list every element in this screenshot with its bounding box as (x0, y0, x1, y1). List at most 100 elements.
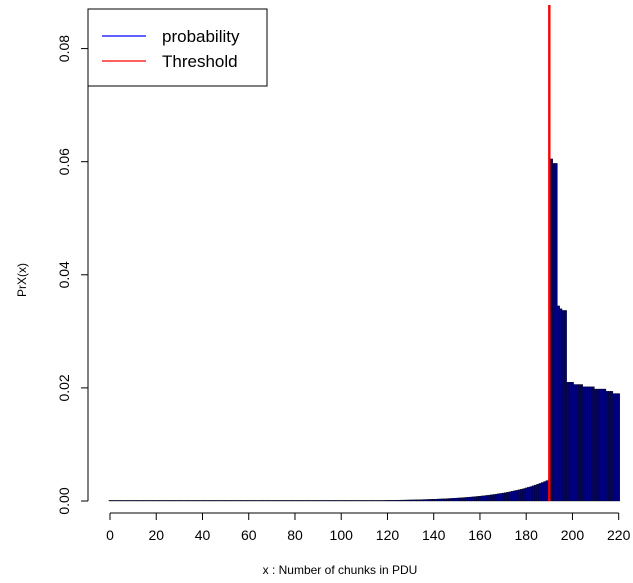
bar (173, 500, 177, 502)
bar (254, 500, 257, 502)
bar (353, 500, 357, 502)
bar (161, 500, 165, 502)
legend: probability Threshold (87, 8, 268, 87)
bar (108, 500, 112, 502)
x-tick-label: 160 (468, 527, 492, 543)
bar (615, 393, 618, 502)
bar (252, 500, 255, 502)
bar (430, 499, 433, 502)
bar (113, 500, 116, 502)
bar (152, 500, 156, 502)
bar (406, 499, 410, 502)
bar (321, 500, 325, 502)
bar (483, 495, 486, 502)
bar (485, 495, 489, 502)
bar (115, 500, 119, 502)
bar (127, 500, 130, 502)
bar (400, 499, 403, 502)
y-axis-title: PrX(x) (15, 263, 29, 297)
bar (441, 498, 445, 502)
bar (187, 500, 190, 502)
bar (531, 485, 535, 502)
bar (205, 500, 209, 502)
bar (175, 500, 179, 502)
bar (416, 499, 419, 502)
bar (524, 487, 528, 502)
bar (501, 492, 505, 502)
bar (228, 500, 232, 502)
bar (295, 500, 299, 502)
bar (178, 500, 181, 502)
bar (342, 500, 345, 502)
bar (129, 500, 133, 502)
y-tick-label: 0.06 (56, 148, 72, 175)
bar (527, 487, 530, 502)
bar (464, 497, 468, 502)
bar (427, 499, 431, 502)
bar (279, 500, 283, 502)
bar (612, 393, 616, 502)
bar (596, 388, 600, 502)
bar (541, 482, 544, 502)
bar (467, 497, 470, 502)
bar (374, 500, 378, 502)
bar (164, 500, 167, 502)
bar (180, 500, 184, 502)
bar (469, 496, 473, 502)
bar (136, 500, 140, 502)
bar (534, 484, 537, 502)
bar (215, 500, 218, 502)
y-tick-label: 0.00 (56, 487, 72, 514)
bar (300, 500, 304, 502)
bar (208, 500, 211, 502)
bar (568, 382, 572, 502)
bar (594, 388, 597, 502)
bar (564, 310, 567, 502)
bar (529, 486, 533, 502)
bar (381, 500, 385, 502)
bar (245, 500, 248, 502)
bar (605, 391, 609, 502)
bar (369, 500, 373, 502)
bar (413, 499, 417, 502)
bar (224, 500, 227, 502)
bars-layer (108, 158, 621, 502)
bar (460, 497, 463, 502)
bar (617, 393, 621, 502)
bar (418, 499, 422, 502)
bar (349, 500, 352, 502)
bar (476, 496, 479, 502)
x-axis: 0 20 40 60 80 100 120 140 160 180 200 220 (106, 512, 631, 543)
bar (159, 500, 163, 502)
bar (261, 500, 264, 502)
bar (154, 500, 158, 502)
legend-label-threshold: Threshold (162, 52, 238, 71)
bar (344, 500, 348, 502)
x-tick-label: 60 (241, 527, 257, 543)
bar (492, 494, 496, 502)
bar (393, 500, 396, 502)
bar (198, 500, 202, 502)
x-axis-title: x : Number of chunks in PDU (263, 563, 418, 577)
bar (284, 500, 288, 502)
bar (367, 500, 371, 502)
bar (397, 499, 401, 502)
bar (566, 382, 570, 502)
bar (323, 500, 327, 502)
bar (573, 384, 577, 502)
bar (571, 382, 574, 502)
bar (383, 500, 387, 502)
bar (557, 305, 560, 502)
bar (275, 500, 278, 502)
bar (580, 384, 584, 502)
bar (376, 500, 380, 502)
bar (316, 500, 320, 502)
bar (143, 500, 147, 502)
bar (425, 499, 429, 502)
bar (453, 498, 456, 502)
bar (314, 500, 318, 502)
bar (196, 500, 200, 502)
bar (584, 386, 588, 502)
bar (138, 500, 142, 502)
